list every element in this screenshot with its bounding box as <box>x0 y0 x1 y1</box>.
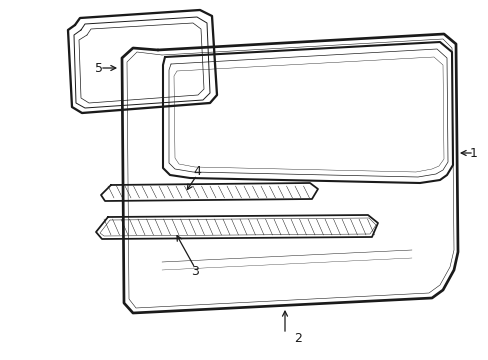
Text: 5: 5 <box>95 62 103 75</box>
Text: 2: 2 <box>293 332 301 345</box>
Text: 3: 3 <box>191 265 199 278</box>
Text: 4: 4 <box>193 165 201 178</box>
Text: 1: 1 <box>469 147 477 159</box>
